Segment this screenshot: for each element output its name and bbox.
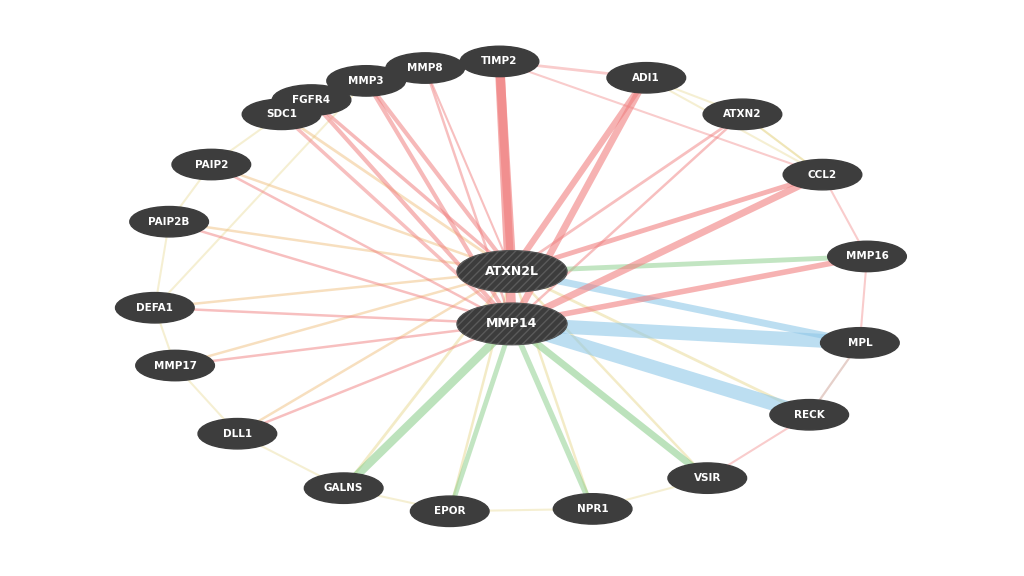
Text: MMP3: MMP3 — [348, 76, 384, 86]
Text: EPOR: EPOR — [434, 506, 466, 516]
Text: ATXN2L: ATXN2L — [485, 265, 539, 278]
Text: MPL: MPL — [848, 338, 872, 348]
Text: ADI1: ADI1 — [633, 73, 660, 83]
Ellipse shape — [770, 400, 849, 430]
Text: DEFA1: DEFA1 — [136, 303, 173, 313]
Text: MMP14: MMP14 — [486, 317, 538, 331]
Text: GALNS: GALNS — [324, 483, 364, 493]
Text: ATXN2: ATXN2 — [723, 109, 762, 119]
Ellipse shape — [136, 350, 214, 381]
Ellipse shape — [386, 53, 465, 83]
Ellipse shape — [116, 293, 195, 323]
Ellipse shape — [457, 303, 567, 344]
Text: SDC1: SDC1 — [266, 109, 297, 119]
Ellipse shape — [304, 473, 383, 503]
Ellipse shape — [327, 66, 406, 96]
Ellipse shape — [243, 99, 321, 130]
Ellipse shape — [827, 241, 906, 272]
Ellipse shape — [172, 149, 251, 180]
Text: TIMP2: TIMP2 — [481, 56, 518, 66]
Text: RECK: RECK — [794, 410, 824, 420]
Text: FGFR4: FGFR4 — [293, 95, 331, 105]
Text: CCL2: CCL2 — [808, 170, 837, 180]
Text: MMP8: MMP8 — [408, 63, 443, 73]
Text: PAIP2: PAIP2 — [195, 160, 228, 169]
Ellipse shape — [411, 496, 489, 526]
Ellipse shape — [457, 251, 567, 292]
Ellipse shape — [272, 85, 351, 115]
Ellipse shape — [553, 494, 632, 524]
Text: VSIR: VSIR — [693, 473, 721, 483]
Text: DLL1: DLL1 — [223, 429, 252, 439]
Text: NPR1: NPR1 — [577, 504, 608, 514]
Text: MMP16: MMP16 — [846, 252, 889, 262]
Ellipse shape — [703, 99, 781, 130]
Ellipse shape — [820, 328, 899, 358]
Ellipse shape — [783, 160, 862, 190]
Ellipse shape — [460, 46, 539, 77]
Text: PAIP2B: PAIP2B — [148, 217, 189, 227]
Ellipse shape — [130, 207, 209, 237]
Ellipse shape — [198, 419, 276, 449]
Ellipse shape — [668, 463, 746, 494]
Ellipse shape — [607, 63, 686, 93]
Text: MMP17: MMP17 — [154, 361, 197, 370]
